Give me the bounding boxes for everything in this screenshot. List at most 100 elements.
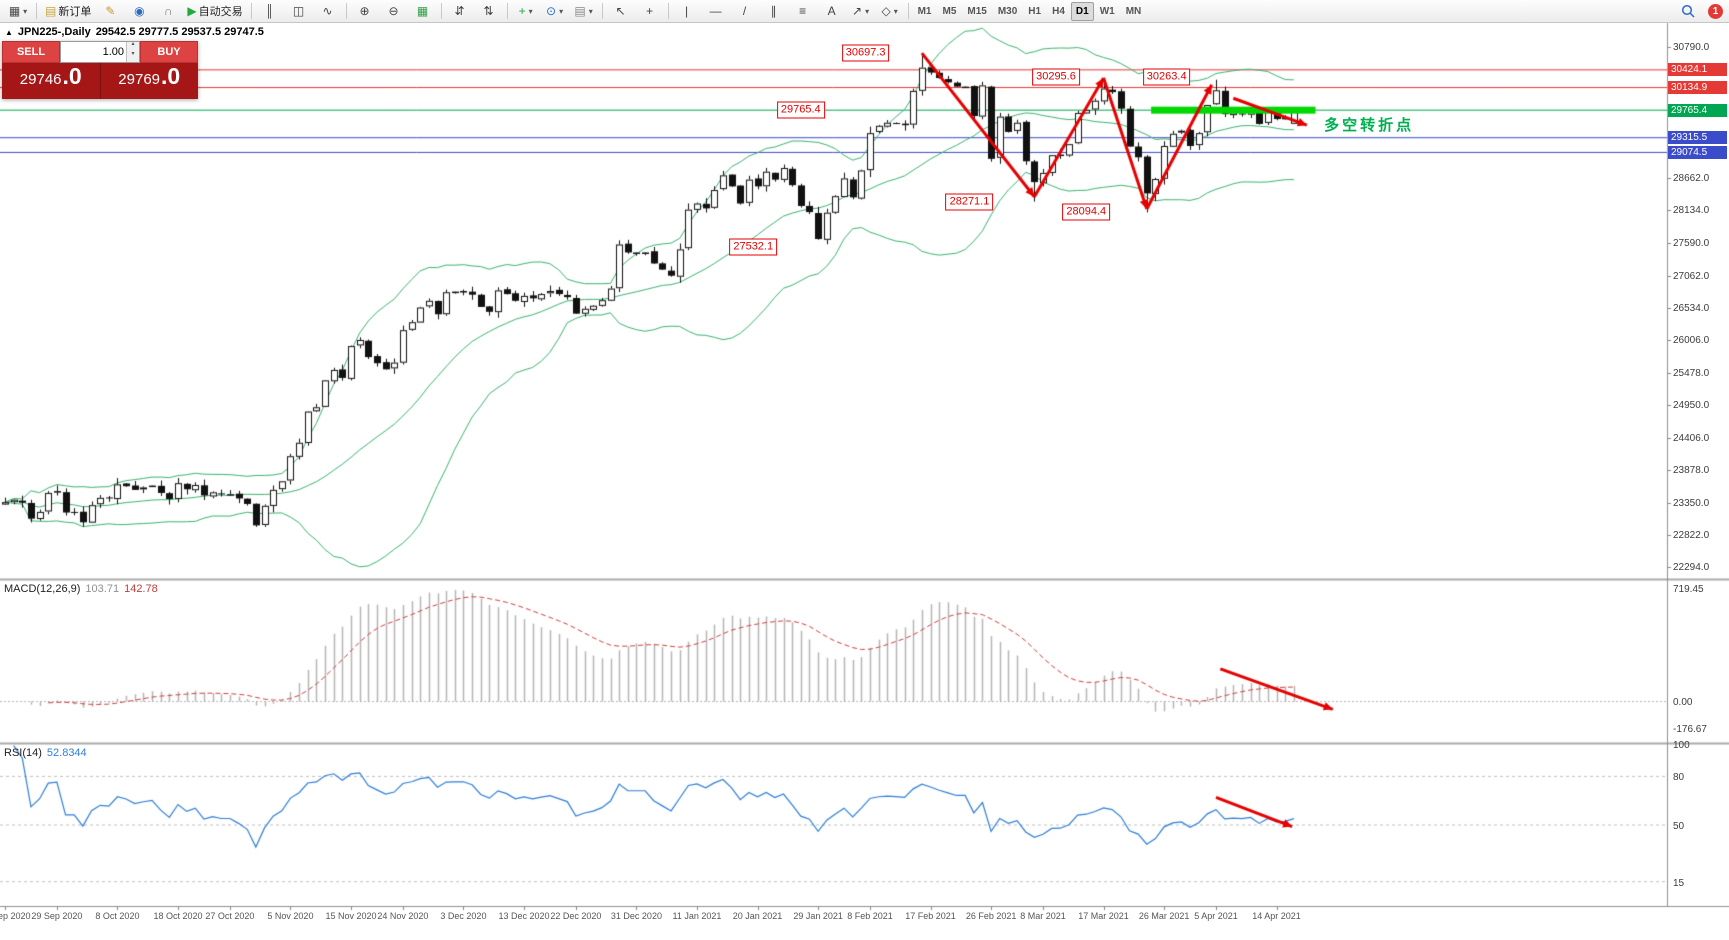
- timeframe-d1-button[interactable]: D1: [1070, 1, 1094, 21]
- chart-profiles-button[interactable]: ✎: [96, 1, 124, 22]
- one-click-trading-panel: SELL ▴ ▾ BUY 29746.0 29769.0: [2, 41, 198, 99]
- periods-button[interactable]: ⊙ ▾: [541, 1, 569, 22]
- zoom-out-icon: ⊖: [388, 4, 399, 18]
- toolbar-separator: [506, 3, 508, 19]
- cursor-button[interactable]: ↖: [607, 1, 635, 22]
- search-button[interactable]: [1674, 1, 1702, 22]
- timeframe-h4-button[interactable]: H4: [1052, 5, 1065, 17]
- toolbar-separator: [440, 3, 442, 19]
- caret-down-icon: ▾: [528, 6, 533, 16]
- bid-price-big: .0: [62, 63, 82, 89]
- volume-down-button[interactable]: ▾: [127, 51, 139, 62]
- toolbar-separator: [250, 3, 252, 19]
- fibonacci-button[interactable]: ≡: [789, 1, 817, 22]
- arrows-tool-icon: ↗: [852, 4, 863, 18]
- cursor-icon: ↖: [615, 4, 626, 18]
- ask-price-big: .0: [161, 63, 181, 89]
- shapes-tool-button[interactable]: ◇ ▾: [876, 1, 904, 22]
- chart-ohlc-label: 29542.5 29777.5 29537.5 29747.5: [95, 26, 264, 38]
- volume-field: ▴ ▾: [60, 41, 140, 63]
- crosshair-button[interactable]: +: [636, 1, 664, 22]
- text-tool-button[interactable]: A: [818, 1, 846, 22]
- volume-up-button[interactable]: ▴: [127, 41, 139, 52]
- arrange-windows-icon: ⇅: [483, 4, 494, 18]
- timeframe-mn-button[interactable]: MN: [1125, 5, 1142, 17]
- candles-mode-button[interactable]: ◫: [285, 1, 313, 22]
- toolbar-separator: [601, 3, 603, 19]
- new-order-label: 新订单: [58, 6, 92, 18]
- caret-down-icon: ▾: [893, 6, 898, 16]
- horizontal-line-button[interactable]: —: [702, 1, 730, 22]
- equidistant-channel-button[interactable]: ∥: [760, 1, 788, 22]
- new-order-button[interactable]: ▤ 新订单: [41, 1, 95, 22]
- line-mode-button[interactable]: ∿: [314, 1, 342, 22]
- timeframe-h1-button[interactable]: H1: [1028, 5, 1042, 17]
- caret-down-icon: ▾: [865, 6, 870, 16]
- toolbar-separator: [667, 3, 669, 19]
- ask-price-main: 29769: [118, 71, 161, 88]
- indicator-list-button[interactable]: ▦: [409, 1, 437, 22]
- toolbar-separator: [907, 3, 909, 19]
- chart-window-icon: ▦: [8, 4, 21, 18]
- templates-icon: ▤: [574, 4, 586, 18]
- chart-window-button[interactable]: ▦ ▾: [4, 1, 32, 22]
- caret-down-icon: ▾: [23, 6, 28, 16]
- chart-symbol-label: JPN225-,Daily: [17, 26, 91, 38]
- timeframe-m30-button[interactable]: M30: [997, 5, 1018, 17]
- periods-icon: ⊙: [546, 4, 557, 18]
- market-watch-icon: ◉: [134, 4, 145, 18]
- zoom-in-button[interactable]: ⊕: [351, 1, 379, 22]
- ask-price[interactable]: 29769.0: [100, 63, 198, 99]
- timeframe-m1-button[interactable]: M1: [917, 5, 932, 17]
- support-icon: ∩: [164, 4, 173, 18]
- bid-price[interactable]: 29746.0: [2, 63, 101, 99]
- auto-trading-label: 自动交易: [198, 6, 243, 18]
- sell-button[interactable]: SELL: [2, 41, 60, 63]
- horizontal-line-icon: —: [709, 4, 722, 18]
- auto-trading-icon: ▶: [187, 4, 197, 18]
- arrange-windows-button[interactable]: ⇅: [475, 1, 503, 22]
- zoom-out-button[interactable]: ⊖: [380, 1, 408, 22]
- chart-title: ▲ JPN225-,Daily 29542.5 29777.5 29537.5 …: [5, 26, 264, 38]
- auto-trading-button[interactable]: ▶ 自动交易: [183, 1, 246, 22]
- bid-price-main: 29746: [19, 71, 62, 88]
- toolbar-separator: [345, 3, 347, 19]
- buy-button[interactable]: BUY: [140, 41, 198, 63]
- timeframe-m15-button[interactable]: M15: [967, 5, 987, 17]
- zoom-in-icon: ⊕: [359, 4, 370, 18]
- caret-down-icon: ▾: [588, 6, 593, 16]
- vertical-line-icon: |: [685, 4, 689, 18]
- timeframe-w1-button[interactable]: W1: [1099, 5, 1115, 17]
- bars-mode-button[interactable]: ║: [256, 1, 284, 22]
- tile-windows-button[interactable]: ⇵: [446, 1, 474, 22]
- line-mode-icon: ∿: [322, 4, 333, 18]
- timeframe-m5-button[interactable]: M5: [942, 5, 957, 17]
- add-indicator-icon: +: [518, 4, 526, 18]
- fibonacci-icon: ≡: [799, 4, 807, 18]
- toolbar: ▦ ▾ ▤ 新订单 ✎ ◉ ∩ ▶ 自动交易 ║ ◫ ∿ ⊕ ⊖ ▦ ⇵ ⇅ + ▾ ⊙ ▾ ▤ ▾ ↖ + | — / ∥ ≡ A ↗ ▾ ◇ ▾…: [0, 0, 1729, 23]
- toolbar-right-area: 1: [1674, 1, 1725, 22]
- arrows-tool-button[interactable]: ↗ ▾: [847, 1, 875, 22]
- toolbar-separator: [36, 3, 37, 19]
- indicator-list-icon: ▦: [416, 4, 429, 18]
- support-button[interactable]: ∩: [154, 1, 182, 22]
- notification-badge[interactable]: 1: [1708, 3, 1723, 19]
- volume-input[interactable]: [61, 42, 126, 62]
- equidistant-channel-icon: ∥: [770, 4, 777, 18]
- collapse-icon[interactable]: ▲: [5, 27, 13, 37]
- add-indicator-button[interactable]: + ▾: [512, 1, 540, 22]
- shapes-tool-icon: ◇: [881, 4, 891, 18]
- trendline-button[interactable]: /: [731, 1, 759, 22]
- market-watch-button[interactable]: ◉: [125, 1, 153, 22]
- vertical-line-button[interactable]: |: [673, 1, 701, 22]
- caret-down-icon: ▾: [559, 6, 564, 16]
- search-icon: [1681, 4, 1695, 18]
- tile-windows-icon: ⇵: [454, 4, 465, 18]
- trendline-icon: /: [742, 4, 747, 18]
- text-tool-icon: A: [827, 4, 836, 18]
- crosshair-icon: +: [646, 4, 654, 18]
- chart-profiles-icon: ✎: [105, 4, 116, 18]
- bars-mode-icon: ║: [265, 4, 274, 18]
- templates-button[interactable]: ▤ ▾: [570, 1, 598, 22]
